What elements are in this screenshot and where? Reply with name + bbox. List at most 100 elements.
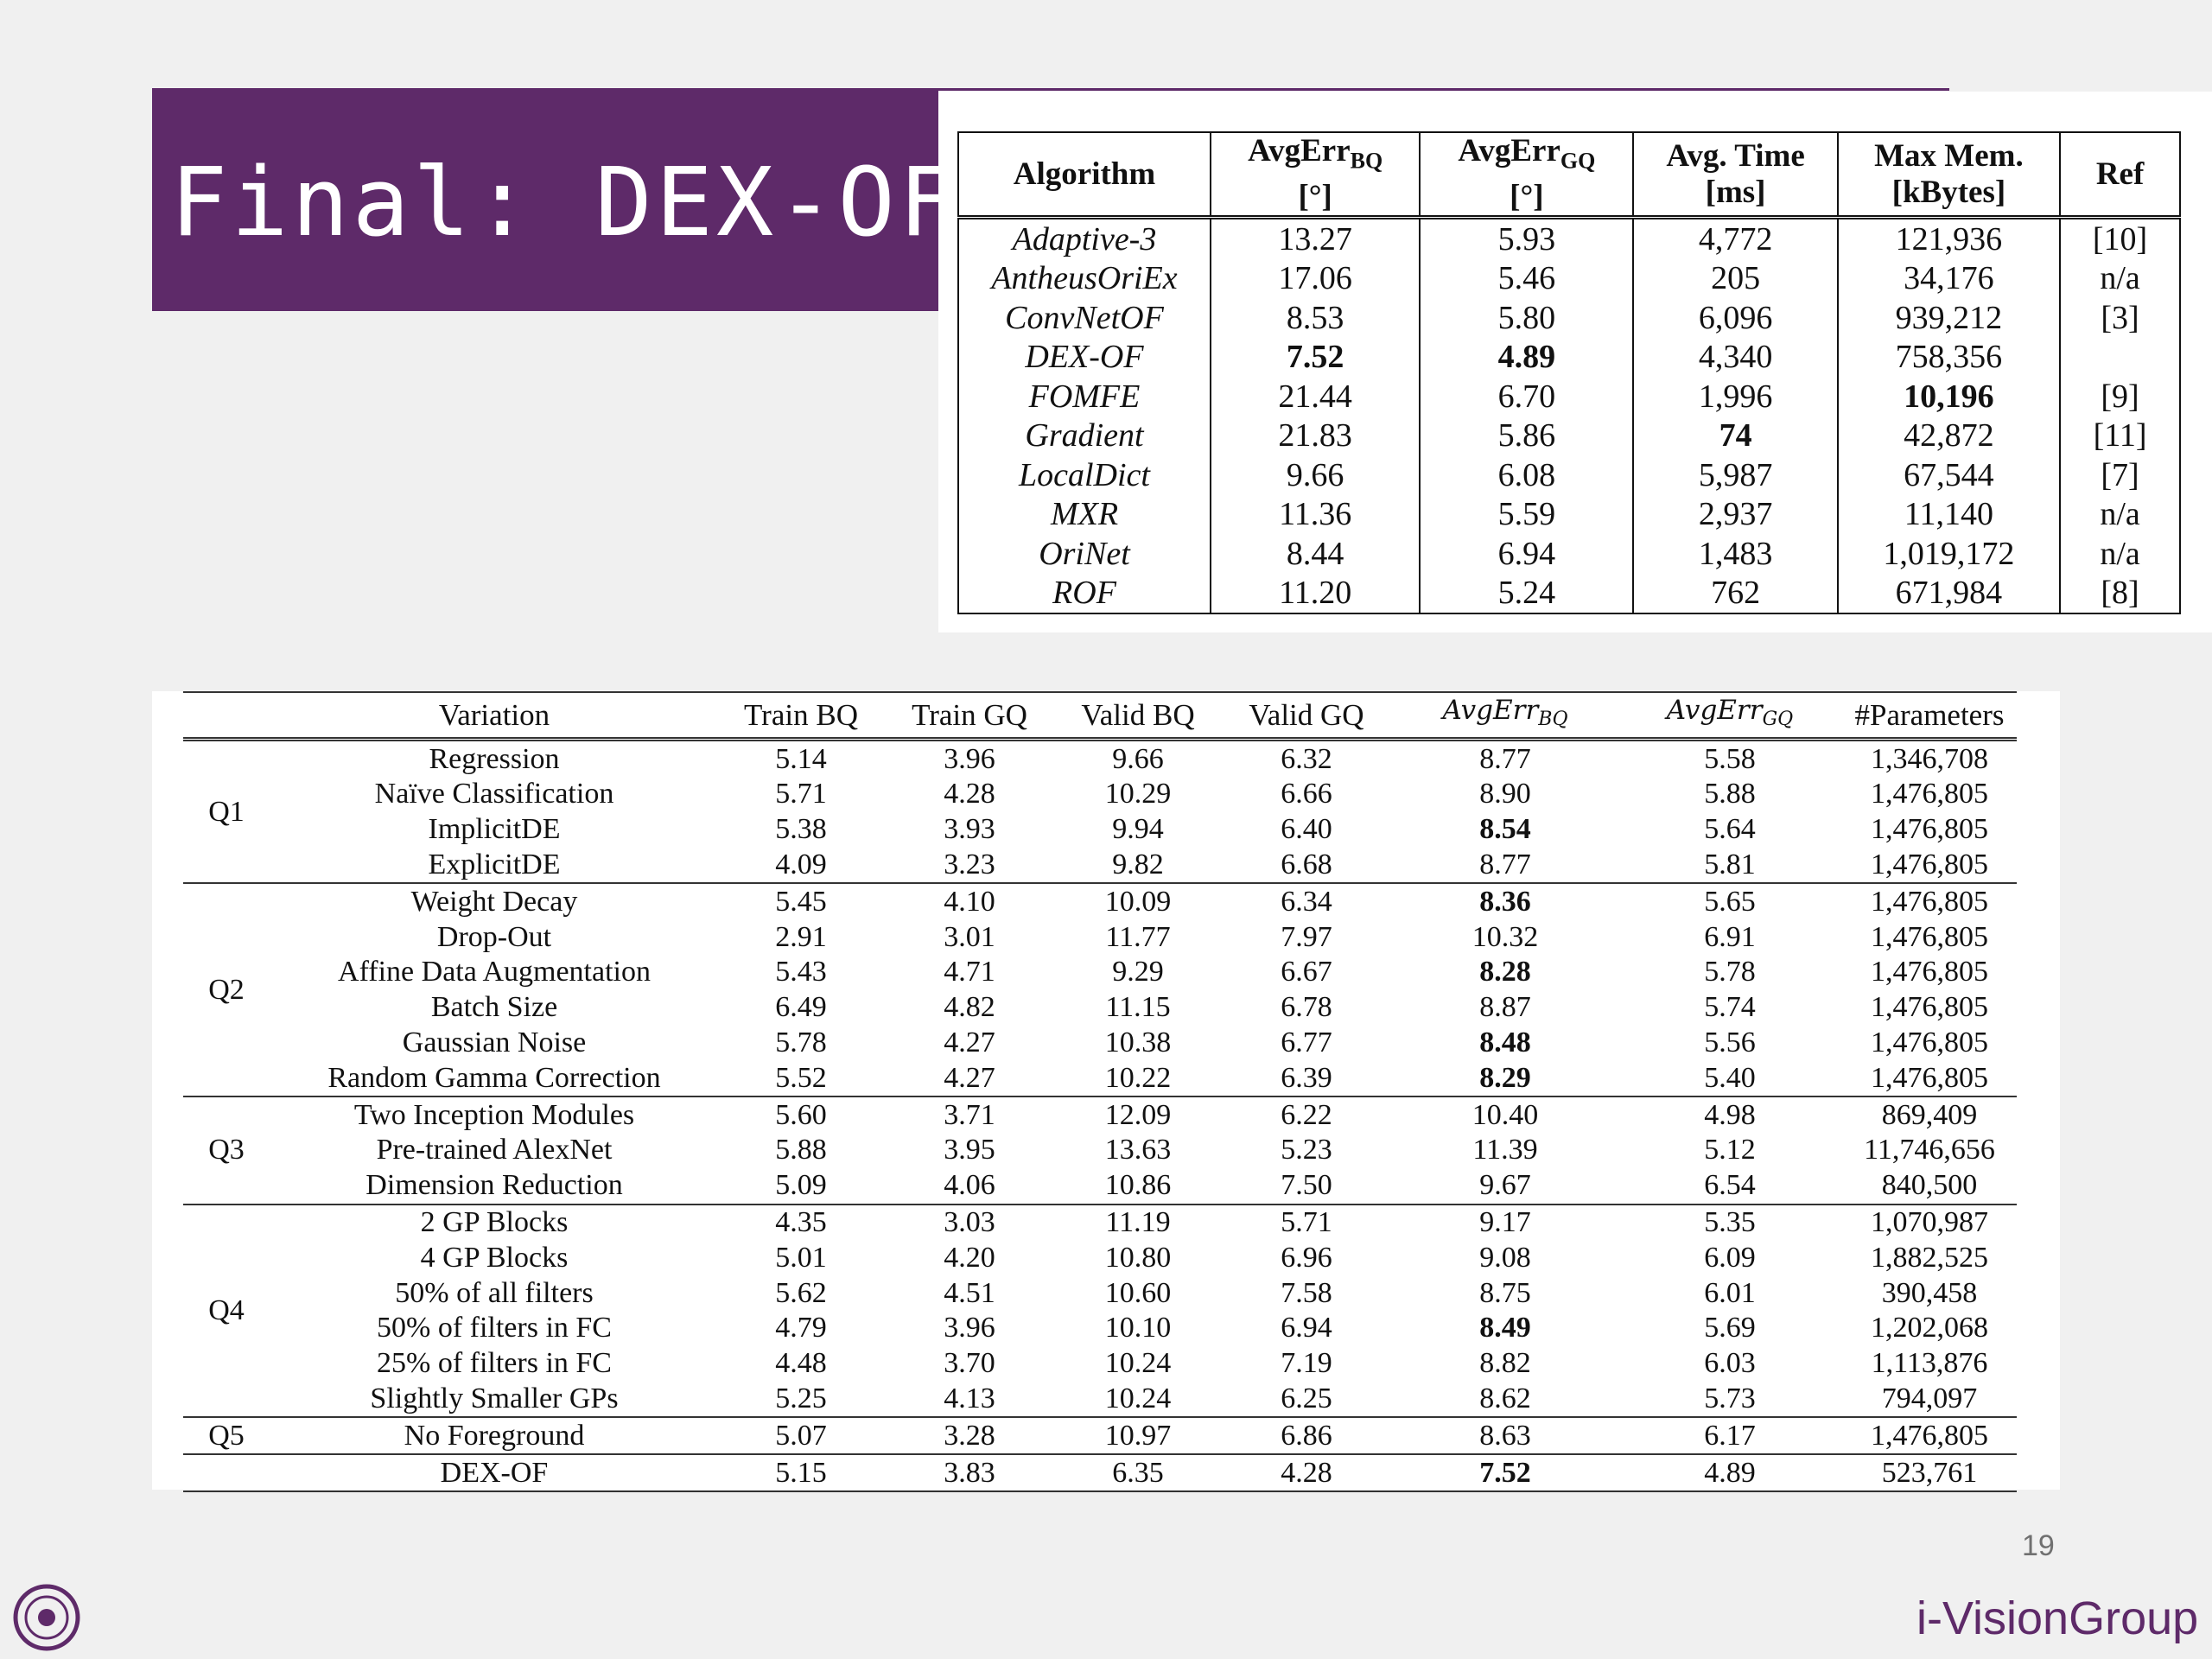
variation-name: 50% of filters in FC xyxy=(377,1312,612,1344)
variation-name: Two Inception Modules xyxy=(270,1096,719,1133)
column-header: AvgErrGQ xyxy=(1618,691,1842,742)
table-cell: 7.58 xyxy=(1281,1276,1332,1309)
variation-name: Random Gamma Correction xyxy=(327,1061,661,1094)
table-row: LocalDict 9.66 6.08 5,987 67,544 [7] xyxy=(957,455,2181,495)
table-cell: 6.66 xyxy=(1281,778,1332,810)
table-cell: 8.44 xyxy=(1209,534,1421,574)
table-cell: 6.39 xyxy=(1281,1061,1332,1094)
table-cell: 10.40 xyxy=(1393,1096,1618,1133)
variation-name: Slightly Smaller GPs xyxy=(370,1382,619,1414)
table-cell: 6.40 xyxy=(1281,813,1332,846)
table-cell: 5.25 xyxy=(775,1382,827,1414)
table-cell: 10.24 xyxy=(1104,1347,1172,1380)
table-cell: 5.35 xyxy=(1618,1203,1842,1241)
table-cell: 5.86 xyxy=(1419,416,1635,456)
table-cell: 7.19 xyxy=(1281,1347,1332,1380)
table-cell: 6.77 xyxy=(1281,1026,1332,1058)
table-cell: 3.93 xyxy=(944,813,995,846)
table-row: Q5 No Foreground 5.07 3.28 10.97 6.86 8.63 6.17… xyxy=(183,1416,2017,1455)
table-cell: 5.07 xyxy=(719,1416,883,1455)
algorithm-name: FOMFE xyxy=(957,377,1211,416)
variation-name: Naïve Classification xyxy=(374,778,614,810)
table-row: ConvNetOF 8.53 5.80 6,096 939,212 [3] xyxy=(957,298,2181,338)
column-header: AvgErrBQ [°] xyxy=(1209,131,1421,219)
table-cell: 794,097 xyxy=(1881,1382,1978,1414)
table-cell: 5.59 xyxy=(1419,494,1635,535)
table-cell: 8.77 xyxy=(1479,848,1531,880)
algorithm-name: OriNet xyxy=(957,534,1211,574)
table-cell: [9] xyxy=(2059,377,2181,416)
table-cell: 3.70 xyxy=(944,1347,995,1380)
table-cell: 4.09 xyxy=(775,848,827,880)
algorithm-name: Adaptive-3 xyxy=(957,215,1211,259)
table-row: Batch Size 6.49 4.82 11.15 6.78 8.87 5.74 1,476… xyxy=(183,990,2017,1026)
table-row: ExplicitDE 4.09 3.23 9.82 6.68 8.77 5.81 1,476,… xyxy=(183,848,2017,884)
variation-table-panel xyxy=(152,691,2060,1490)
table-cell: 10.97 xyxy=(1056,1416,1220,1455)
brand-name: i-VisionGroup xyxy=(1916,1592,2199,1644)
variation-name: ExplicitDE xyxy=(428,848,561,880)
table-cell: 2.91 xyxy=(775,920,827,953)
table-cell: 5.93 xyxy=(1419,215,1635,259)
table-row: 50% of all filters 5.62 4.51 10.60 7.58 8.75 6… xyxy=(183,1275,2017,1311)
table-cell: 5.52 xyxy=(775,1061,827,1094)
algorithm-name: AntheusOriEx xyxy=(957,258,1211,299)
table-cell: 1,019,172 xyxy=(1836,534,2062,574)
table-cell: 5.12 xyxy=(1704,1134,1756,1166)
table-cell: 11,140 xyxy=(1836,494,2062,535)
table-cell: 5.73 xyxy=(1704,1382,1756,1414)
table-cell: 10.60 xyxy=(1104,1276,1172,1309)
table-row: Q1 Regression 5.14 3.96 9.66 6.32 8.77 5.58 1,34… xyxy=(183,738,2017,884)
table-cell: 8.77 xyxy=(1393,738,1618,777)
table-cell: 10.80 xyxy=(1104,1241,1172,1274)
table-cell: 1,476,805 xyxy=(1871,956,1988,988)
table-cell: 5.62 xyxy=(775,1276,827,1309)
table-cell: 13.63 xyxy=(1104,1134,1172,1166)
table-cell: 10.09 xyxy=(1056,882,1220,920)
table-cell: 5.64 xyxy=(1704,813,1756,846)
table-cell: 5.78 xyxy=(775,1026,827,1058)
table-cell: 1,476,805 xyxy=(1871,813,1988,846)
table-cell: 6.03 xyxy=(1704,1347,1756,1380)
table-cell: 34,176 xyxy=(1836,258,2062,299)
table-cell: 8.36 xyxy=(1393,882,1618,920)
table-cell: 5.56 xyxy=(1704,1026,1756,1058)
table-row: 50% of filters in FC 4.79 3.96 10.10 6.94 8.4… xyxy=(183,1311,2017,1346)
table-cell: 4.89 xyxy=(1618,1453,1842,1492)
table-cell: 4.27 xyxy=(944,1061,995,1094)
table-cell: 10.29 xyxy=(1104,778,1172,810)
table-cell: 1,346,708 xyxy=(1842,738,2017,777)
table-cell: [10] xyxy=(2059,215,2181,259)
table-cell: 8.90 xyxy=(1479,778,1531,810)
table-cell: 8.63 xyxy=(1393,1416,1618,1455)
table-cell: 4.10 xyxy=(883,882,1056,920)
column-header: Train BQ xyxy=(719,691,883,742)
table-cell: 10.22 xyxy=(1104,1061,1172,1094)
variation-name: 50% of all filters xyxy=(395,1276,594,1309)
table-cell: 390,458 xyxy=(1881,1276,1978,1309)
variation-name: Drop-Out xyxy=(436,920,552,953)
table-cell: 5.40 xyxy=(1704,1061,1756,1094)
table-cell: 1,113,876 xyxy=(1871,1347,1988,1380)
table-cell: 5.09 xyxy=(775,1169,827,1202)
column-header: Avg. Time [ms] xyxy=(1632,131,1839,219)
variation-name: Dimension Reduction xyxy=(365,1169,623,1202)
table-row: DEX-OF 7.52 4.89 4,340 758,356 xyxy=(957,337,2181,378)
table-cell: 5.65 xyxy=(1618,882,1842,920)
table-cell: 3.28 xyxy=(883,1416,1056,1455)
table-row: ROF 11.20 5.24 762 671,984 [8] xyxy=(957,573,2181,615)
column-header: Valid GQ xyxy=(1220,691,1393,742)
title-banner xyxy=(152,88,938,311)
table-cell: 6.96 xyxy=(1281,1241,1332,1274)
table-cell: 4.89 xyxy=(1419,337,1635,378)
variation-name: Weight Decay xyxy=(270,882,719,920)
table-cell: 11.20 xyxy=(1209,573,1421,615)
column-header xyxy=(183,691,270,742)
table-cell: 12.09 xyxy=(1056,1096,1220,1133)
table-cell: n/a xyxy=(2059,534,2181,574)
table-cell: 4.06 xyxy=(944,1169,995,1202)
column-header: Train GQ xyxy=(883,691,1056,742)
column-header: AvgErrBQ xyxy=(1393,691,1618,742)
table-cell: 121,936 xyxy=(1836,215,2062,259)
table-cell: 6.01 xyxy=(1704,1276,1756,1309)
